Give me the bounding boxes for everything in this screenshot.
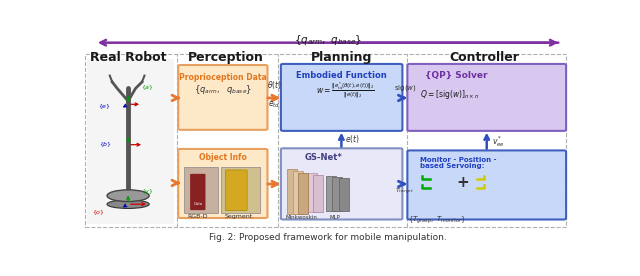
Text: $\{q_{arm},\ q_{base}\}$: $\{q_{arm},\ q_{base}\}$ [294,33,362,47]
Text: $\{q_{arm},\ \ q_{base}\}$: $\{q_{arm},\ \ q_{base}\}$ [194,83,252,96]
FancyBboxPatch shape [287,169,297,214]
Text: Perception: Perception [188,51,263,64]
Text: $\theta(t)$: $\theta(t)$ [267,79,282,91]
Text: $v^*_{ee}$: $v^*_{ee}$ [492,134,504,148]
FancyBboxPatch shape [339,178,349,211]
Ellipse shape [107,190,149,201]
Text: $\{o\}$: $\{o\}$ [92,208,106,217]
FancyBboxPatch shape [190,174,205,210]
Text: Real Robot: Real Robot [90,51,166,64]
Text: Controller: Controller [449,51,519,64]
Text: $T_{target}$: $T_{target}$ [395,186,414,197]
FancyBboxPatch shape [408,64,566,131]
Text: Segment: Segment [225,214,253,219]
Text: {QP} Solver: {QP} Solver [425,71,487,80]
Text: $\{v\}$: $\{v\}$ [141,187,154,196]
Text: Embodied Function: Embodied Function [296,71,387,80]
FancyBboxPatch shape [326,176,336,211]
Text: $\{T_{grasp},\ T_{monitor}\}$: $\{T_{grasp},\ T_{monitor}\}$ [408,214,466,225]
Text: $w = \frac{\|e^*_{td}(\theta(t), e(t))\|_2}{\|e(t)\|_2}$: $w = \frac{\|e^*_{td}(\theta(t), e(t))\|… [316,80,374,101]
FancyBboxPatch shape [221,167,260,213]
Text: $\{e\}$: $\{e\}$ [99,102,111,111]
Text: $\{a\}$: $\{a\}$ [141,83,154,92]
FancyBboxPatch shape [408,150,566,219]
FancyBboxPatch shape [88,59,174,224]
FancyBboxPatch shape [178,65,268,130]
Text: Fig. 2: Proposed framework for mobile manipulation.: Fig. 2: Proposed framework for mobile ma… [209,233,447,242]
FancyBboxPatch shape [332,177,342,211]
Text: $\{b\}$: $\{b\}$ [99,140,113,149]
FancyBboxPatch shape [178,149,268,218]
Text: Monitor - Position -: Monitor - Position - [420,156,496,163]
FancyBboxPatch shape [307,173,317,212]
Text: MLP: MLP [329,215,340,220]
Ellipse shape [107,200,149,208]
Text: Proprioception Data: Proprioception Data [179,73,267,82]
Text: Planning: Planning [311,51,372,64]
Text: RGB-D: RGB-D [188,214,208,219]
Text: $e_{td}$: $e_{td}$ [268,99,280,110]
Text: Object Info: Object Info [199,153,247,162]
Text: $e(t)$: $e(t)$ [346,133,360,145]
Text: +: + [456,175,469,190]
FancyBboxPatch shape [292,171,303,214]
FancyBboxPatch shape [281,64,403,131]
FancyBboxPatch shape [281,148,403,219]
Text: Cola: Cola [193,202,202,206]
Text: Minkwoskin: Minkwoskin [286,215,317,220]
Text: based Servoing:: based Servoing: [420,163,484,169]
Text: $Q = \left[\mathrm{sig}(w)\right]_{n \times n}$: $Q = \left[\mathrm{sig}(w)\right]_{n \ti… [420,88,479,101]
FancyBboxPatch shape [225,170,247,211]
FancyBboxPatch shape [312,175,323,212]
Text: GS-Net*: GS-Net* [304,153,342,162]
FancyBboxPatch shape [298,172,308,214]
Text: $\mathrm{sig}(w)$: $\mathrm{sig}(w)$ [394,83,416,93]
FancyBboxPatch shape [184,167,218,213]
